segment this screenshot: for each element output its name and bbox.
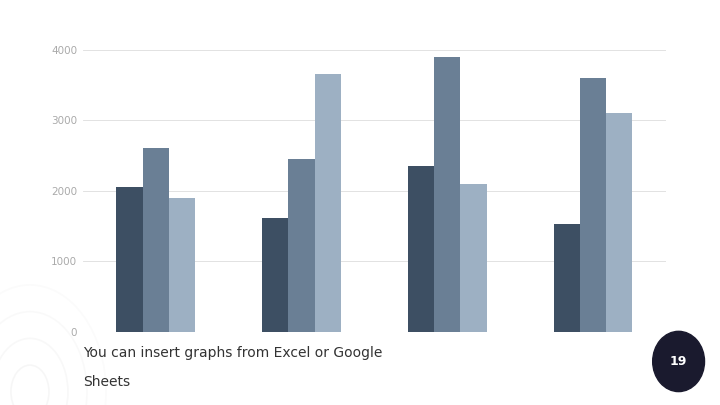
- Bar: [168, 198, 195, 332]
- Bar: [143, 149, 168, 332]
- Bar: [580, 78, 606, 332]
- Bar: [117, 187, 143, 332]
- Bar: [262, 217, 289, 332]
- Text: Sheets: Sheets: [83, 375, 130, 389]
- Bar: [460, 184, 487, 332]
- Bar: [434, 57, 460, 332]
- Bar: [315, 74, 341, 332]
- Text: You can insert graphs from Excel or Google: You can insert graphs from Excel or Goog…: [83, 346, 382, 360]
- Bar: [289, 159, 315, 332]
- Text: 19: 19: [670, 355, 688, 368]
- Bar: [606, 113, 632, 332]
- Bar: [408, 166, 434, 332]
- Circle shape: [653, 331, 704, 392]
- Bar: [554, 224, 580, 332]
